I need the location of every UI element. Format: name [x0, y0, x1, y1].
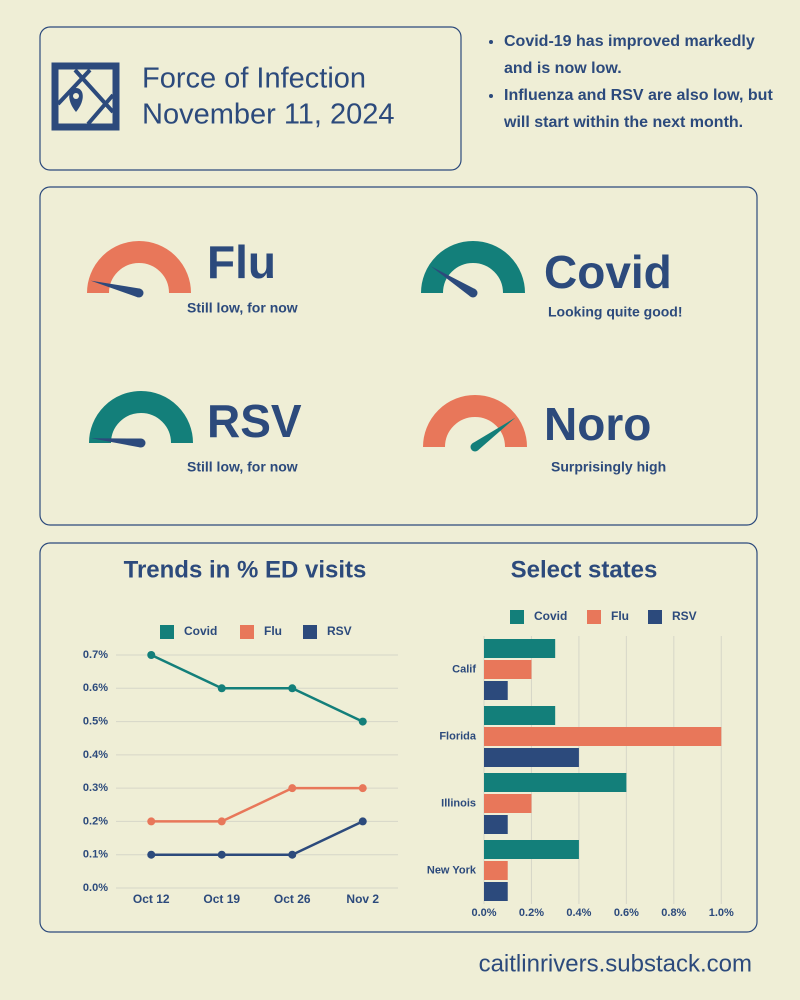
y-tick-label: 0.7%	[83, 649, 108, 661]
y-tick-label: 0.3%	[83, 782, 108, 794]
legend-swatch	[160, 625, 174, 639]
bar	[484, 639, 556, 658]
gauge-needle	[472, 417, 516, 451]
y-tick-label: New York	[427, 864, 477, 876]
gauge-hub	[470, 442, 480, 452]
gauge-caption: Looking quite good!	[548, 304, 683, 320]
gauge-name: RSV	[207, 395, 302, 447]
legend-label: Covid	[534, 609, 567, 623]
gauge-hub	[136, 438, 146, 448]
map-icon	[51, 62, 120, 131]
legend-swatch	[648, 610, 662, 624]
y-tick-label: 0.0%	[83, 882, 108, 894]
bullet: Influenza and RSV are also low, but will…	[504, 82, 779, 136]
line-point	[358, 784, 367, 793]
header-date: November 11, 2024	[142, 99, 395, 131]
legend-label: Covid	[184, 624, 217, 638]
line-chart-title: Trends in % ED visits	[124, 556, 367, 583]
line-point	[147, 850, 156, 859]
y-tick-label: 0.2%	[83, 815, 108, 827]
line-point	[217, 850, 226, 859]
bar	[484, 794, 532, 813]
x-tick-label: 0.6%	[614, 907, 639, 919]
gauge-arc	[421, 241, 525, 294]
gauge-arc	[423, 395, 527, 448]
line-point	[147, 817, 156, 826]
gauge-hub	[468, 288, 478, 298]
bar	[484, 727, 722, 746]
bar	[484, 706, 556, 725]
line-point	[288, 684, 297, 693]
x-tick-label: 0.4%	[566, 907, 591, 919]
gauge-needle	[430, 266, 476, 297]
line-point	[147, 651, 156, 659]
bullet: Covid-19 has improved markedly and is no…	[504, 28, 779, 82]
legend-swatch	[510, 610, 524, 624]
x-tick-label: 0.2%	[519, 907, 544, 919]
line-point	[358, 817, 367, 826]
legend-swatch	[303, 625, 317, 639]
legend-label: RSV	[327, 624, 352, 638]
y-tick-label: 0.6%	[83, 682, 108, 694]
gauge-caption: Still low, for now	[187, 459, 298, 475]
line-series	[150, 653, 364, 723]
gauge-caption: Still low, for now	[187, 300, 298, 316]
bar	[484, 681, 508, 700]
x-tick-label: 0.8%	[661, 907, 686, 919]
x-tick-label: Oct 19	[203, 892, 240, 906]
y-tick-label: 0.4%	[83, 749, 108, 761]
header-title: Force of Infection	[142, 63, 366, 95]
line-point	[288, 850, 297, 859]
line-series	[151, 820, 364, 856]
bar	[484, 660, 532, 679]
gauge-name: Noro	[544, 398, 651, 450]
bar	[484, 861, 508, 880]
bar	[484, 840, 579, 859]
x-tick-label: Oct 26	[274, 892, 311, 906]
y-tick-label: Illinois	[441, 797, 476, 809]
gauge-hub	[134, 288, 144, 298]
bar	[484, 815, 508, 834]
legend-swatch	[587, 610, 601, 624]
y-tick-label: 0.5%	[83, 715, 108, 727]
bullet-list: Covid-19 has improved markedly and is no…	[482, 28, 779, 136]
legend-label: Flu	[611, 609, 629, 623]
bar	[484, 748, 579, 767]
line-point	[217, 817, 226, 826]
x-tick-label: Nov 2	[346, 892, 379, 906]
legend-swatch	[240, 625, 254, 639]
gauge-panel	[39, 186, 758, 526]
legend-label: Flu	[264, 624, 282, 638]
gauge-needle	[91, 438, 142, 448]
header-box	[39, 26, 462, 171]
y-tick-label: 0.1%	[83, 849, 108, 861]
gauge-caption: Surprisingly high	[551, 459, 666, 475]
x-tick-label: Oct 12	[133, 892, 170, 906]
bar	[484, 882, 508, 901]
bar	[484, 773, 627, 792]
gauge-name: Flu	[207, 236, 276, 288]
gauge-name: Covid	[544, 246, 672, 298]
footer-url: caitlinrivers.substack.com	[479, 950, 752, 977]
line-point	[217, 684, 226, 693]
chart-panel	[39, 542, 758, 933]
gauge-arc	[87, 241, 191, 294]
line-point	[288, 784, 297, 793]
legend-label: RSV	[672, 609, 697, 623]
line-series	[151, 786, 363, 823]
gauge-arc	[89, 391, 193, 444]
gauge-needle	[90, 280, 141, 298]
y-tick-label: Florida	[439, 730, 477, 742]
x-tick-label: 0.0%	[471, 907, 496, 919]
y-tick-label: Calif	[452, 663, 476, 675]
line-point	[358, 717, 367, 726]
x-tick-label: 1.0%	[709, 907, 734, 919]
bar-chart-title: Select states	[511, 556, 658, 583]
